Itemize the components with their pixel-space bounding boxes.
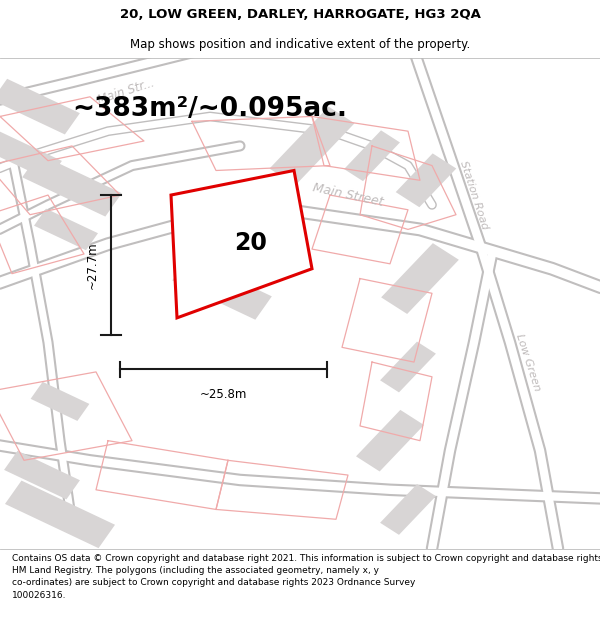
Text: Map shows position and indicative extent of the property.: Map shows position and indicative extent… (130, 38, 470, 51)
Text: ~383m²/~0.095ac.: ~383m²/~0.095ac. (73, 96, 347, 122)
Bar (381, 243, 459, 314)
Bar (0, 131, 62, 180)
Bar (269, 107, 355, 185)
Bar (344, 131, 400, 181)
Text: Station Road: Station Road (458, 159, 490, 231)
Text: Contains OS data © Crown copyright and database right 2021. This information is : Contains OS data © Crown copyright and d… (12, 554, 600, 599)
Polygon shape (171, 171, 312, 318)
Text: Main Str...: Main Str... (96, 77, 156, 107)
Bar (172, 257, 272, 320)
Text: 20, LOW GREEN, DARLEY, HARROGATE, HG3 2QA: 20, LOW GREEN, DARLEY, HARROGATE, HG3 2Q… (119, 8, 481, 21)
Bar (4, 451, 80, 499)
Bar (396, 153, 456, 208)
Bar (356, 410, 424, 471)
Text: Main Street: Main Street (311, 181, 385, 209)
Bar (31, 382, 89, 421)
Bar (5, 481, 115, 548)
Text: ~27.7m: ~27.7m (86, 241, 99, 289)
Bar (0, 79, 80, 134)
Bar (380, 342, 436, 392)
Text: Low Green: Low Green (514, 332, 542, 392)
Text: 20: 20 (234, 231, 267, 255)
Bar (34, 209, 98, 250)
Bar (22, 154, 122, 217)
Text: ~25.8m: ~25.8m (200, 388, 247, 401)
Bar (380, 484, 436, 535)
